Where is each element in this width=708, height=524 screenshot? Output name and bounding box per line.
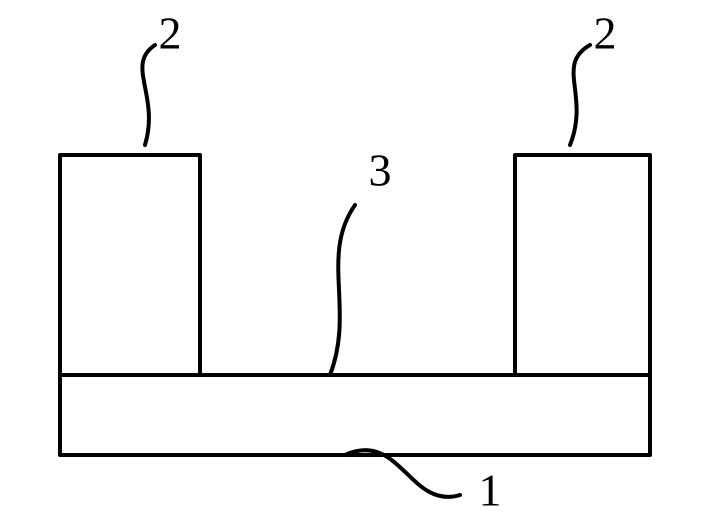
leader-3: [330, 205, 355, 375]
base-layer: [60, 375, 650, 455]
label-2-left: 2: [159, 8, 182, 59]
left-block: [60, 155, 200, 375]
figure: 1 2 2 3: [0, 0, 708, 524]
label-3: 3: [369, 145, 392, 196]
label-1: 1: [479, 465, 502, 516]
leader-2-right: [570, 45, 590, 145]
leader-1: [345, 450, 460, 497]
right-block: [515, 155, 650, 375]
label-2-right: 2: [594, 8, 617, 59]
leader-2-left: [142, 45, 155, 145]
